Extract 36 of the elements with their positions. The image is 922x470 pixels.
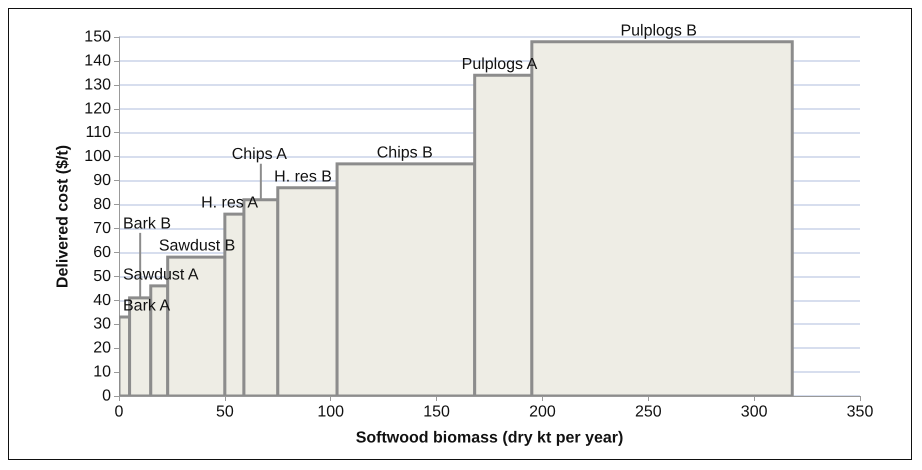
y-tick-label: 20 xyxy=(93,340,112,357)
y-tick-label: 120 xyxy=(84,100,112,118)
y-tick-label: 150 xyxy=(84,28,112,46)
annotation: Bark A xyxy=(123,298,170,315)
y-tick-label: 30 xyxy=(93,316,112,333)
y-axis-title: Delivered cost ($/t) xyxy=(54,144,72,288)
annotation: Pulplogs B xyxy=(620,22,697,40)
x-tick-label: 0 xyxy=(114,404,124,420)
y-tick-label: 110 xyxy=(85,124,112,142)
x-axis-title: Softwood biomass (dry kt per year) xyxy=(356,430,624,446)
x-tick-label: 50 xyxy=(216,404,234,420)
annotation: Chips A xyxy=(232,146,288,164)
x-tick-label: 100 xyxy=(317,404,344,420)
x-tick-label: 200 xyxy=(529,404,556,420)
annotation: H. res A xyxy=(201,194,258,212)
x-tick-label: 250 xyxy=(634,404,662,420)
x-tick-label: 300 xyxy=(740,404,768,420)
annotation: Chips B xyxy=(376,144,433,162)
y-tick-label: 80 xyxy=(93,196,112,214)
y-tick-label: 70 xyxy=(93,220,112,237)
y-tick-label: 90 xyxy=(93,172,112,190)
y-tick-label: 0 xyxy=(102,388,112,404)
annotation: Sawdust B xyxy=(158,238,236,255)
y-tick-label: 10 xyxy=(93,364,112,381)
x-tick-label: 350 xyxy=(846,404,874,420)
annotation: H. res B xyxy=(274,168,332,186)
annotation: Bark B xyxy=(123,215,172,232)
y-tick-label: 140 xyxy=(84,52,112,70)
annotation: Pulplogs A xyxy=(462,56,538,73)
y-tick-label: 40 xyxy=(93,292,112,309)
y-tick-label: 100 xyxy=(84,148,112,166)
x-tick-label: 150 xyxy=(423,404,450,420)
y-tick-label: 50 xyxy=(93,268,112,285)
y-tick-label: 130 xyxy=(84,76,112,94)
annotation: Sawdust A xyxy=(123,266,199,284)
y-tick-label: 60 xyxy=(93,244,112,261)
